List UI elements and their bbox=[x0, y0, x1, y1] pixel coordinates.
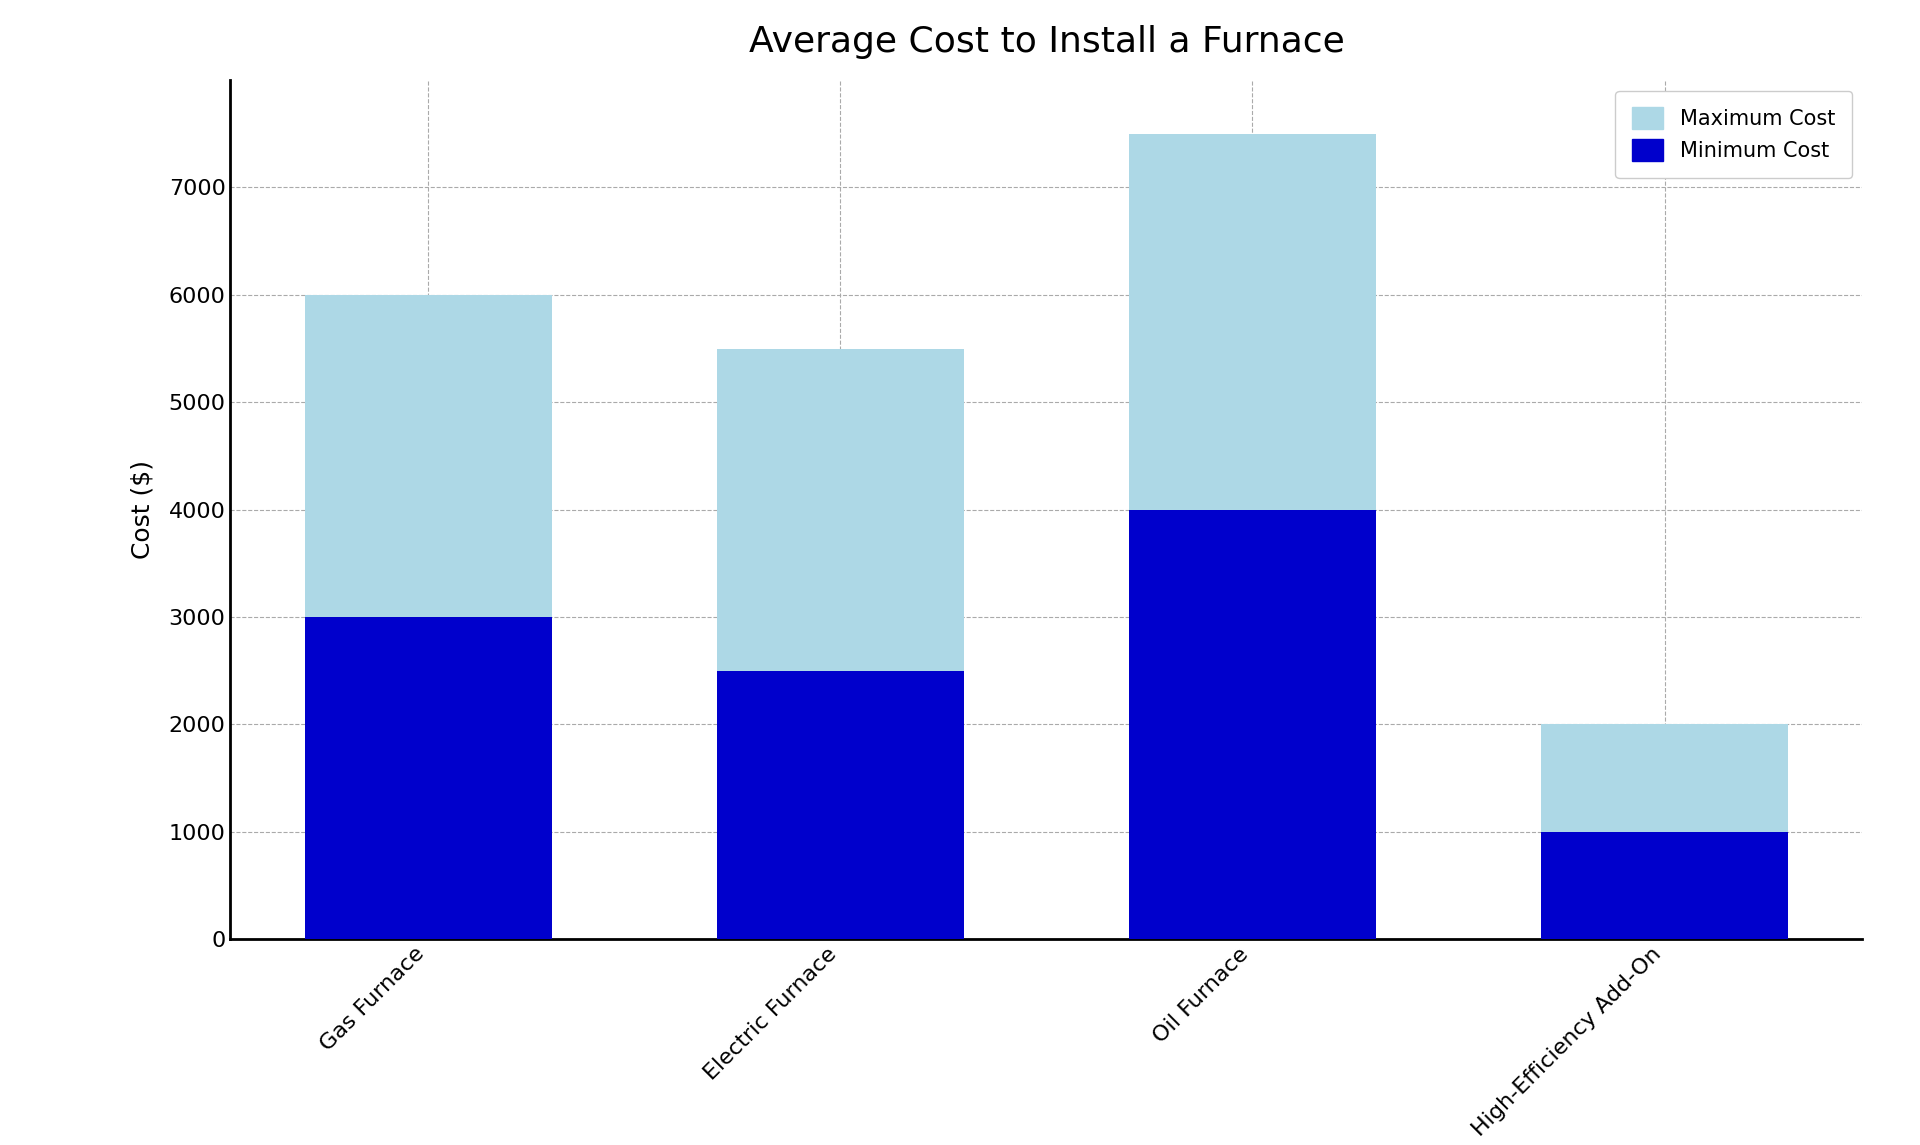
Bar bbox=[716, 671, 964, 939]
Title: Average Cost to Install a Furnace: Average Cost to Install a Furnace bbox=[749, 25, 1344, 60]
Bar bbox=[1542, 831, 1788, 939]
Bar bbox=[1542, 724, 1788, 939]
Legend: Maximum Cost, Minimum Cost: Maximum Cost, Minimum Cost bbox=[1615, 90, 1853, 177]
Bar bbox=[305, 294, 551, 939]
Bar bbox=[305, 617, 551, 939]
Bar bbox=[716, 348, 964, 939]
Bar bbox=[1129, 134, 1377, 939]
Bar bbox=[1129, 510, 1377, 939]
Y-axis label: Cost ($): Cost ($) bbox=[131, 460, 156, 559]
